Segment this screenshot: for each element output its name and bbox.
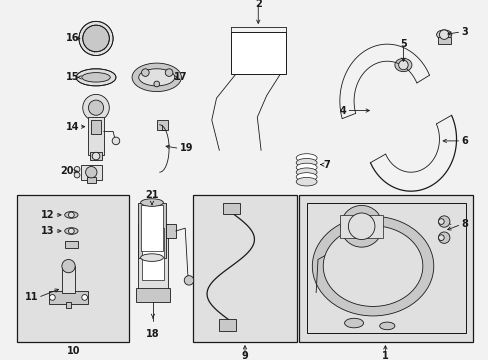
Text: 2: 2 xyxy=(254,0,261,9)
Bar xyxy=(157,120,168,130)
Bar xyxy=(219,319,236,330)
Circle shape xyxy=(74,172,80,178)
Circle shape xyxy=(88,100,103,115)
Text: 18: 18 xyxy=(146,329,160,339)
Text: 8: 8 xyxy=(460,219,467,229)
Circle shape xyxy=(112,137,120,145)
Text: 6: 6 xyxy=(460,136,467,146)
Ellipse shape xyxy=(379,322,394,330)
Text: 3: 3 xyxy=(460,27,467,37)
Ellipse shape xyxy=(132,63,181,91)
Ellipse shape xyxy=(139,69,174,86)
Bar xyxy=(81,165,102,180)
Ellipse shape xyxy=(296,177,316,186)
Bar xyxy=(48,291,88,304)
Bar xyxy=(142,228,164,280)
Circle shape xyxy=(184,276,193,285)
Text: 1: 1 xyxy=(381,351,388,360)
Text: 4: 4 xyxy=(339,105,346,116)
Text: 11: 11 xyxy=(24,292,38,302)
Circle shape xyxy=(165,69,173,76)
Bar xyxy=(230,32,285,75)
Circle shape xyxy=(62,260,75,273)
Ellipse shape xyxy=(64,228,78,234)
Ellipse shape xyxy=(76,69,116,86)
Ellipse shape xyxy=(296,168,316,176)
Text: 9: 9 xyxy=(241,351,248,360)
Circle shape xyxy=(438,235,443,240)
Bar xyxy=(223,203,240,214)
Text: 12: 12 xyxy=(41,210,54,220)
Circle shape xyxy=(438,219,443,224)
Circle shape xyxy=(340,206,382,247)
Ellipse shape xyxy=(64,212,78,218)
Bar xyxy=(166,224,175,238)
Ellipse shape xyxy=(296,158,316,167)
Circle shape xyxy=(439,30,448,39)
Ellipse shape xyxy=(296,154,316,162)
Text: 20: 20 xyxy=(61,166,74,176)
Bar xyxy=(90,152,102,160)
Text: 5: 5 xyxy=(399,39,406,49)
Circle shape xyxy=(49,294,55,300)
Ellipse shape xyxy=(344,318,363,328)
Text: 10: 10 xyxy=(66,346,80,356)
Bar xyxy=(64,240,78,248)
Ellipse shape xyxy=(312,216,433,316)
Bar xyxy=(62,266,75,293)
Ellipse shape xyxy=(394,58,411,72)
Bar xyxy=(141,206,163,251)
Bar xyxy=(136,288,170,302)
Text: 13: 13 xyxy=(41,226,54,236)
Circle shape xyxy=(154,81,159,87)
Text: 17: 17 xyxy=(173,72,187,82)
Circle shape xyxy=(82,94,109,121)
Bar xyxy=(306,203,465,333)
Ellipse shape xyxy=(81,73,110,82)
Bar xyxy=(437,37,450,44)
Bar xyxy=(86,177,96,183)
Bar xyxy=(65,302,71,308)
Text: 21: 21 xyxy=(145,190,159,200)
Ellipse shape xyxy=(141,254,163,261)
Circle shape xyxy=(68,212,74,218)
Bar xyxy=(192,195,297,342)
Text: 16: 16 xyxy=(65,33,79,44)
Bar xyxy=(17,195,129,342)
Ellipse shape xyxy=(296,163,316,172)
Circle shape xyxy=(85,167,97,178)
Ellipse shape xyxy=(323,226,422,306)
Ellipse shape xyxy=(141,199,163,206)
Circle shape xyxy=(79,21,113,55)
Bar xyxy=(138,203,166,258)
Text: 7: 7 xyxy=(323,159,330,170)
Circle shape xyxy=(82,25,109,52)
Circle shape xyxy=(142,69,149,76)
Bar xyxy=(138,224,168,289)
Circle shape xyxy=(81,294,87,300)
Bar xyxy=(91,120,101,134)
Circle shape xyxy=(438,216,449,227)
Text: 14: 14 xyxy=(65,122,79,132)
Text: 19: 19 xyxy=(179,144,193,153)
Circle shape xyxy=(92,152,100,160)
Circle shape xyxy=(74,167,80,172)
Circle shape xyxy=(398,60,407,70)
Circle shape xyxy=(438,232,449,243)
Circle shape xyxy=(68,228,74,234)
Bar xyxy=(339,215,383,238)
Bar xyxy=(299,195,472,342)
Ellipse shape xyxy=(296,173,316,181)
Ellipse shape xyxy=(436,30,451,39)
Bar xyxy=(88,117,103,155)
Circle shape xyxy=(347,213,374,239)
Text: 15: 15 xyxy=(65,72,79,82)
